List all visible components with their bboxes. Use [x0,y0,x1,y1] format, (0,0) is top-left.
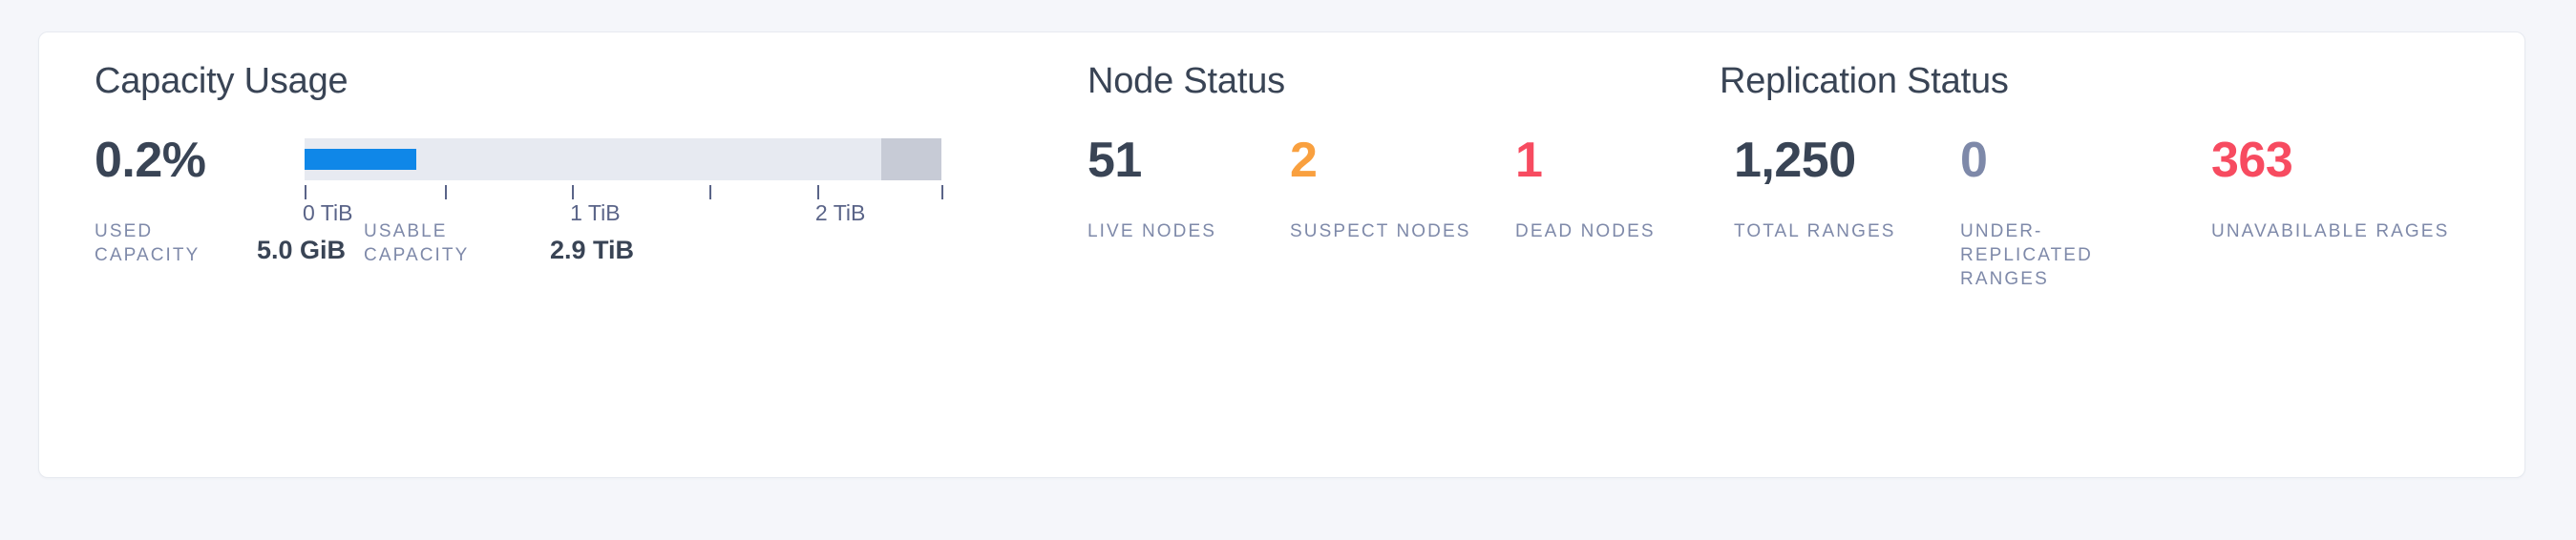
capacity-bar-reserved-segment [880,138,941,180]
axis-tick-label: 0 TiB [303,200,353,225]
replication-status-title: Replication Status [1720,61,2009,101]
dead-nodes-label: DEAD NODES [1515,221,1656,241]
usable-capacity-label: USABLE CAPACITY [364,221,470,266]
node-status-title: Node Status [1087,61,1285,101]
suspect-nodes-value: 2 [1290,133,1318,188]
unavailable-ranges-value: 363 [2211,133,2293,188]
total-ranges-label: TOTAL RANGES [1734,221,1896,241]
used-capacity-value: 5.0 GiB [257,236,347,264]
capacity-used-percentage: 0.2% [95,133,206,188]
usable-capacity-value: 2.9 TiB [550,236,635,264]
axis-tick [444,185,447,199]
suspect-nodes-label: SUSPECT NODES [1290,221,1471,241]
under-replicated-ranges-label: UNDER-REPLICATED RANGES [1960,221,2093,290]
capacity-bar-axis: 0 TiB 1 TiB 2 TiB [303,185,943,235]
axis-tick [816,185,819,199]
live-nodes-value: 51 [1087,133,1142,188]
unavailable-ranges-label: UNAVABILABLE RAGES [2211,221,2450,241]
axis-tick [305,185,306,199]
axis-tick [572,185,575,199]
axis-tick [941,185,943,199]
capacity-bar-used-fill [305,149,416,170]
total-ranges-value: 1,250 [1734,133,1856,188]
axis-tick [708,185,711,199]
axis-tick-label: 2 TiB [814,200,866,225]
cluster-summary-card: Capacity Usage 0.2% 0 TiB 1 TiB 2 TiB US… [38,31,2525,478]
dead-nodes-value: 1 [1515,133,1543,188]
used-capacity-label: USED CAPACITY [95,221,201,266]
axis-tick-label: 1 TiB [570,200,621,225]
capacity-usage-title: Capacity Usage [95,61,348,101]
under-replicated-ranges-value: 0 [1960,133,1988,188]
live-nodes-label: LIVE NODES [1087,221,1217,241]
capacity-usage-bar [305,138,941,180]
